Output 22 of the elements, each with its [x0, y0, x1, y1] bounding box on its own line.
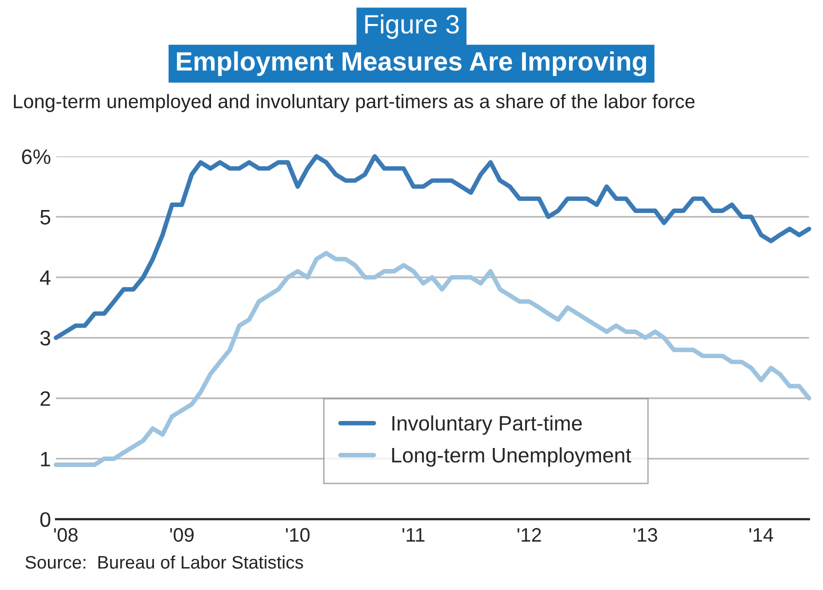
y-tick-label: 5 — [40, 210, 50, 225]
line-series — [54, 250, 812, 467]
source-note: Source: Bureau of Labor Statistics — [26, 555, 304, 569]
x-tick-label: '11 — [402, 528, 424, 542]
x-tick-label: '14 — [749, 528, 774, 542]
x-tick-label: '08 — [54, 528, 78, 542]
y-tick-label: 2 — [40, 391, 50, 406]
chart-subtitle: Employment Measures Are Improving — [176, 51, 646, 76]
x-tick-label: '12 — [518, 528, 541, 542]
x-tick-label: '13 — [634, 528, 658, 542]
y-tick-label: 1 — [41, 452, 50, 466]
line-series — [54, 154, 812, 340]
y-tick-label: 6% — [22, 149, 50, 164]
y-tick-label: 3 — [40, 330, 50, 346]
legend-label: Involuntary Part-time — [392, 415, 582, 435]
x-tick-label: '10 — [286, 528, 310, 542]
legend-label: Long-term Unemployment — [392, 447, 632, 467]
chart-title: Figure 3 — [365, 14, 459, 39]
text: Long-term unemployed and involuntary part-timers as a share of the labor force — [14, 94, 695, 112]
x-tick-label: '09 — [170, 528, 194, 542]
y-tick-label: 4 — [40, 270, 50, 285]
y-tick-label: 0 — [40, 512, 50, 527]
